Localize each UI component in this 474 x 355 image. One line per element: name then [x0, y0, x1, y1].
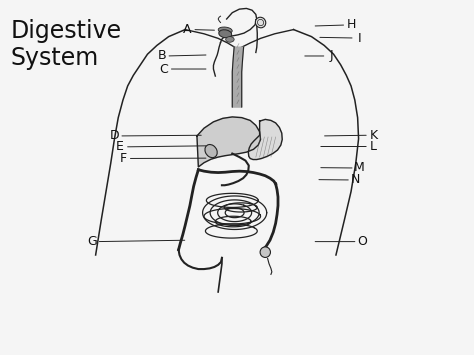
Ellipse shape — [226, 37, 234, 42]
Text: K: K — [370, 129, 378, 142]
Text: L: L — [370, 140, 377, 153]
Text: M: M — [354, 162, 365, 175]
Text: J: J — [329, 49, 333, 62]
Text: G: G — [87, 235, 97, 248]
Ellipse shape — [205, 144, 217, 158]
Polygon shape — [197, 117, 261, 167]
Text: D: D — [109, 130, 119, 142]
Text: Digestive
System: Digestive System — [11, 19, 122, 70]
Text: H: H — [346, 18, 356, 32]
Text: N: N — [351, 174, 360, 186]
Text: A: A — [183, 23, 192, 36]
Ellipse shape — [219, 30, 232, 38]
Polygon shape — [232, 47, 244, 107]
Text: E: E — [116, 140, 124, 153]
Ellipse shape — [255, 17, 266, 28]
Ellipse shape — [260, 247, 271, 257]
Text: F: F — [119, 152, 127, 165]
Polygon shape — [248, 119, 282, 159]
Text: O: O — [357, 235, 367, 248]
Text: B: B — [157, 49, 166, 62]
Ellipse shape — [218, 27, 232, 33]
Text: C: C — [160, 62, 168, 76]
Text: I: I — [358, 32, 361, 44]
